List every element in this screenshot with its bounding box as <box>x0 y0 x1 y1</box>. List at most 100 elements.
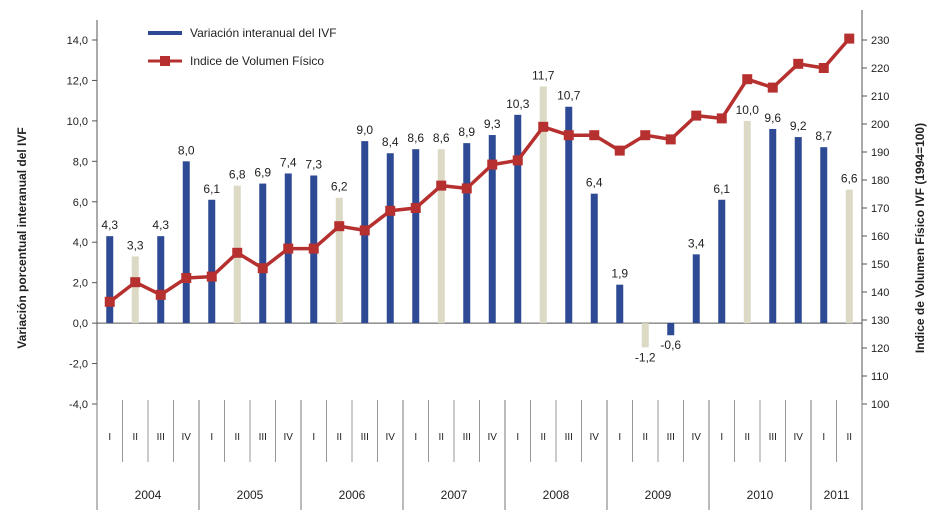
right-tick-label: 180 <box>871 175 889 187</box>
quarter-label: I <box>108 432 111 443</box>
bar-value-label: 6,4 <box>586 176 603 190</box>
quarter-label: I <box>210 432 213 443</box>
quarter-label: II <box>336 432 342 443</box>
left-tick-label: 12,0 <box>67 75 88 87</box>
bar <box>539 86 547 324</box>
ivf-point <box>716 113 727 124</box>
bar-value-label: 4,3 <box>101 218 118 232</box>
ivf-point <box>640 130 651 141</box>
right-tick-label: 220 <box>871 63 889 75</box>
bar-value-label: 6,2 <box>331 180 348 194</box>
legend-bar-label: Variación interanual del IVF <box>190 26 337 40</box>
ivf-point <box>793 58 804 69</box>
bar-value-label: 3,4 <box>688 236 705 250</box>
bar-value-label: 8,6 <box>407 131 424 145</box>
quarter-label: I <box>312 432 315 443</box>
ivf-point <box>767 82 778 93</box>
quarter-label: III <box>565 432 573 443</box>
quarter-label: I <box>618 432 621 443</box>
quarter-label: III <box>157 432 165 443</box>
quarter-label: IV <box>284 432 294 443</box>
left-tick-label: 14,0 <box>67 35 88 47</box>
bar <box>718 199 726 324</box>
quarter-label: II <box>744 432 750 443</box>
bar <box>463 143 471 324</box>
left-axis-title: Variación porcentual interanual del IVF <box>15 127 29 348</box>
ivf-point <box>665 134 676 145</box>
right-tick-label: 160 <box>871 231 889 243</box>
bar <box>259 183 267 324</box>
right-axis-title: Indice de Volumen Físico IVF (1994=100) <box>913 123 927 353</box>
bar <box>743 120 751 324</box>
bar-value-label: 7,4 <box>280 155 297 169</box>
ivf-point <box>589 130 600 141</box>
bar <box>182 161 190 324</box>
quarter-label: I <box>720 432 723 443</box>
ivf-point <box>232 247 243 258</box>
quarter-label: IV <box>182 432 192 443</box>
left-tick-label: 0,0 <box>73 318 88 330</box>
bar-value-label: 8,6 <box>433 131 450 145</box>
bar <box>794 137 802 324</box>
bar <box>692 254 700 324</box>
year-label: 2010 <box>747 488 774 502</box>
bar <box>335 197 343 324</box>
quarter-label: IV <box>386 432 396 443</box>
ivf-point <box>487 159 498 170</box>
quarter-label: II <box>846 432 852 443</box>
right-tick-label: 140 <box>871 287 889 299</box>
bar-value-label: 6,9 <box>254 166 271 180</box>
left-axis: -4,0 -2,0 0,0 2,0 4,0 6,0 8,0 10,0 12,0 14,0 <box>67 35 97 411</box>
ivf-point <box>742 74 753 85</box>
right-tick-label: 200 <box>871 119 889 131</box>
ivf-point <box>410 203 421 213</box>
year-label: 2006 <box>339 488 366 502</box>
bar-value-label: 7,3 <box>305 157 322 171</box>
ivf-point <box>512 155 523 166</box>
year-label: 2008 <box>543 488 570 502</box>
ivf-point <box>130 277 141 288</box>
bar-value-label: 3,3 <box>127 238 144 252</box>
right-tick-label: 100 <box>871 399 889 411</box>
data-labels: 4,3 3,3 4,3 8,0 6,1 6,8 6,9 7,4 7,3 6,2 9,0 8,4 8,6 8… <box>101 69 858 365</box>
ivf-point <box>257 263 268 274</box>
ivf-polyline <box>108 37 851 304</box>
right-tick-label: 110 <box>871 371 889 383</box>
left-tick-label: 4,0 <box>73 237 88 249</box>
ivf-point <box>155 289 166 300</box>
bar-value-label: 4,3 <box>152 218 169 232</box>
bar <box>208 199 216 324</box>
quarter-label: III <box>259 432 267 443</box>
bar <box>488 135 496 324</box>
quarter-label: II <box>234 432 240 443</box>
bar <box>641 323 649 348</box>
quarter-label: II <box>540 432 546 443</box>
ivf-point <box>818 63 829 73</box>
right-tick-label: 130 <box>871 315 889 327</box>
year-label: 2011 <box>824 488 850 502</box>
bar-value-label: 11,7 <box>532 69 555 83</box>
bar-value-label: 1,9 <box>611 267 628 281</box>
year-label: 2005 <box>237 488 264 502</box>
quarter-label: I <box>414 432 417 443</box>
bar-value-label: 9,3 <box>484 117 501 131</box>
left-tick-label: -2,0 <box>69 359 88 371</box>
bar <box>412 149 420 324</box>
bar-value-label: 8,4 <box>382 135 399 149</box>
ivf-point <box>359 225 370 236</box>
right-tick-label: 190 <box>871 147 889 159</box>
quarter-label: III <box>769 432 777 443</box>
bar-value-label: 10,3 <box>506 97 530 111</box>
bar-value-label: 6,8 <box>229 168 246 182</box>
bar <box>565 106 573 324</box>
bar-value-label: -0,6 <box>660 338 681 352</box>
quarter-label: IV <box>692 432 702 443</box>
right-tick-label: 210 <box>871 91 889 103</box>
ivf-line <box>104 33 855 307</box>
ivf-point <box>283 243 294 254</box>
quarter-label: II <box>642 432 648 443</box>
quarter-label: IV <box>488 432 498 443</box>
bar-value-label: 10,7 <box>557 89 581 103</box>
bar-value-label: 8,9 <box>458 125 475 139</box>
left-tick-label: 2,0 <box>73 278 88 290</box>
